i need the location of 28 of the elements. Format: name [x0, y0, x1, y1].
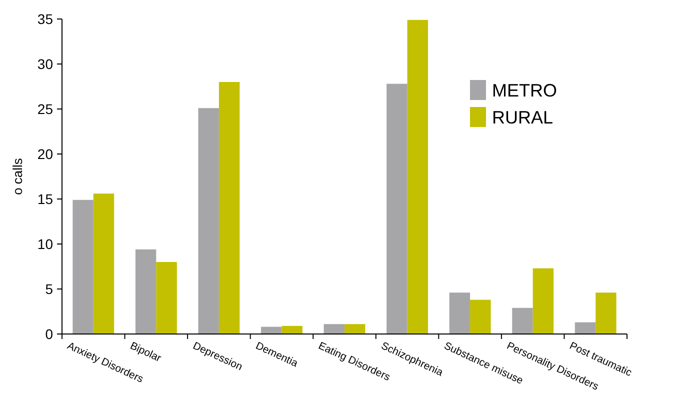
legend-label: RURAL — [492, 107, 554, 128]
bar — [512, 308, 533, 334]
bar — [532, 268, 554, 334]
bar — [574, 322, 596, 334]
y-tick-label: 5 — [45, 280, 54, 297]
bar — [596, 292, 616, 334]
bar — [344, 324, 366, 334]
y-tick-label: 35 — [37, 10, 54, 27]
y-tick-label: 0 — [45, 326, 54, 342]
y-tick-label: 30 — [37, 56, 54, 72]
bar — [282, 326, 302, 334]
y-tick-label: 25 — [37, 100, 54, 117]
bar — [93, 194, 114, 334]
legend-label: METRO — [492, 80, 557, 100]
bar — [198, 108, 219, 334]
bar — [218, 82, 240, 334]
bar — [449, 292, 470, 334]
y-tick-label: 10 — [37, 236, 54, 252]
bar — [407, 20, 428, 334]
bar — [386, 84, 408, 334]
y-axis-title: o calls — [10, 158, 25, 195]
bar — [324, 324, 344, 334]
y-tick-label: 20 — [37, 146, 54, 162]
bar — [470, 300, 491, 334]
bar — [156, 262, 177, 334]
bar — [135, 249, 156, 334]
bar — [72, 200, 94, 334]
y-tick-label: 15 — [37, 190, 54, 207]
